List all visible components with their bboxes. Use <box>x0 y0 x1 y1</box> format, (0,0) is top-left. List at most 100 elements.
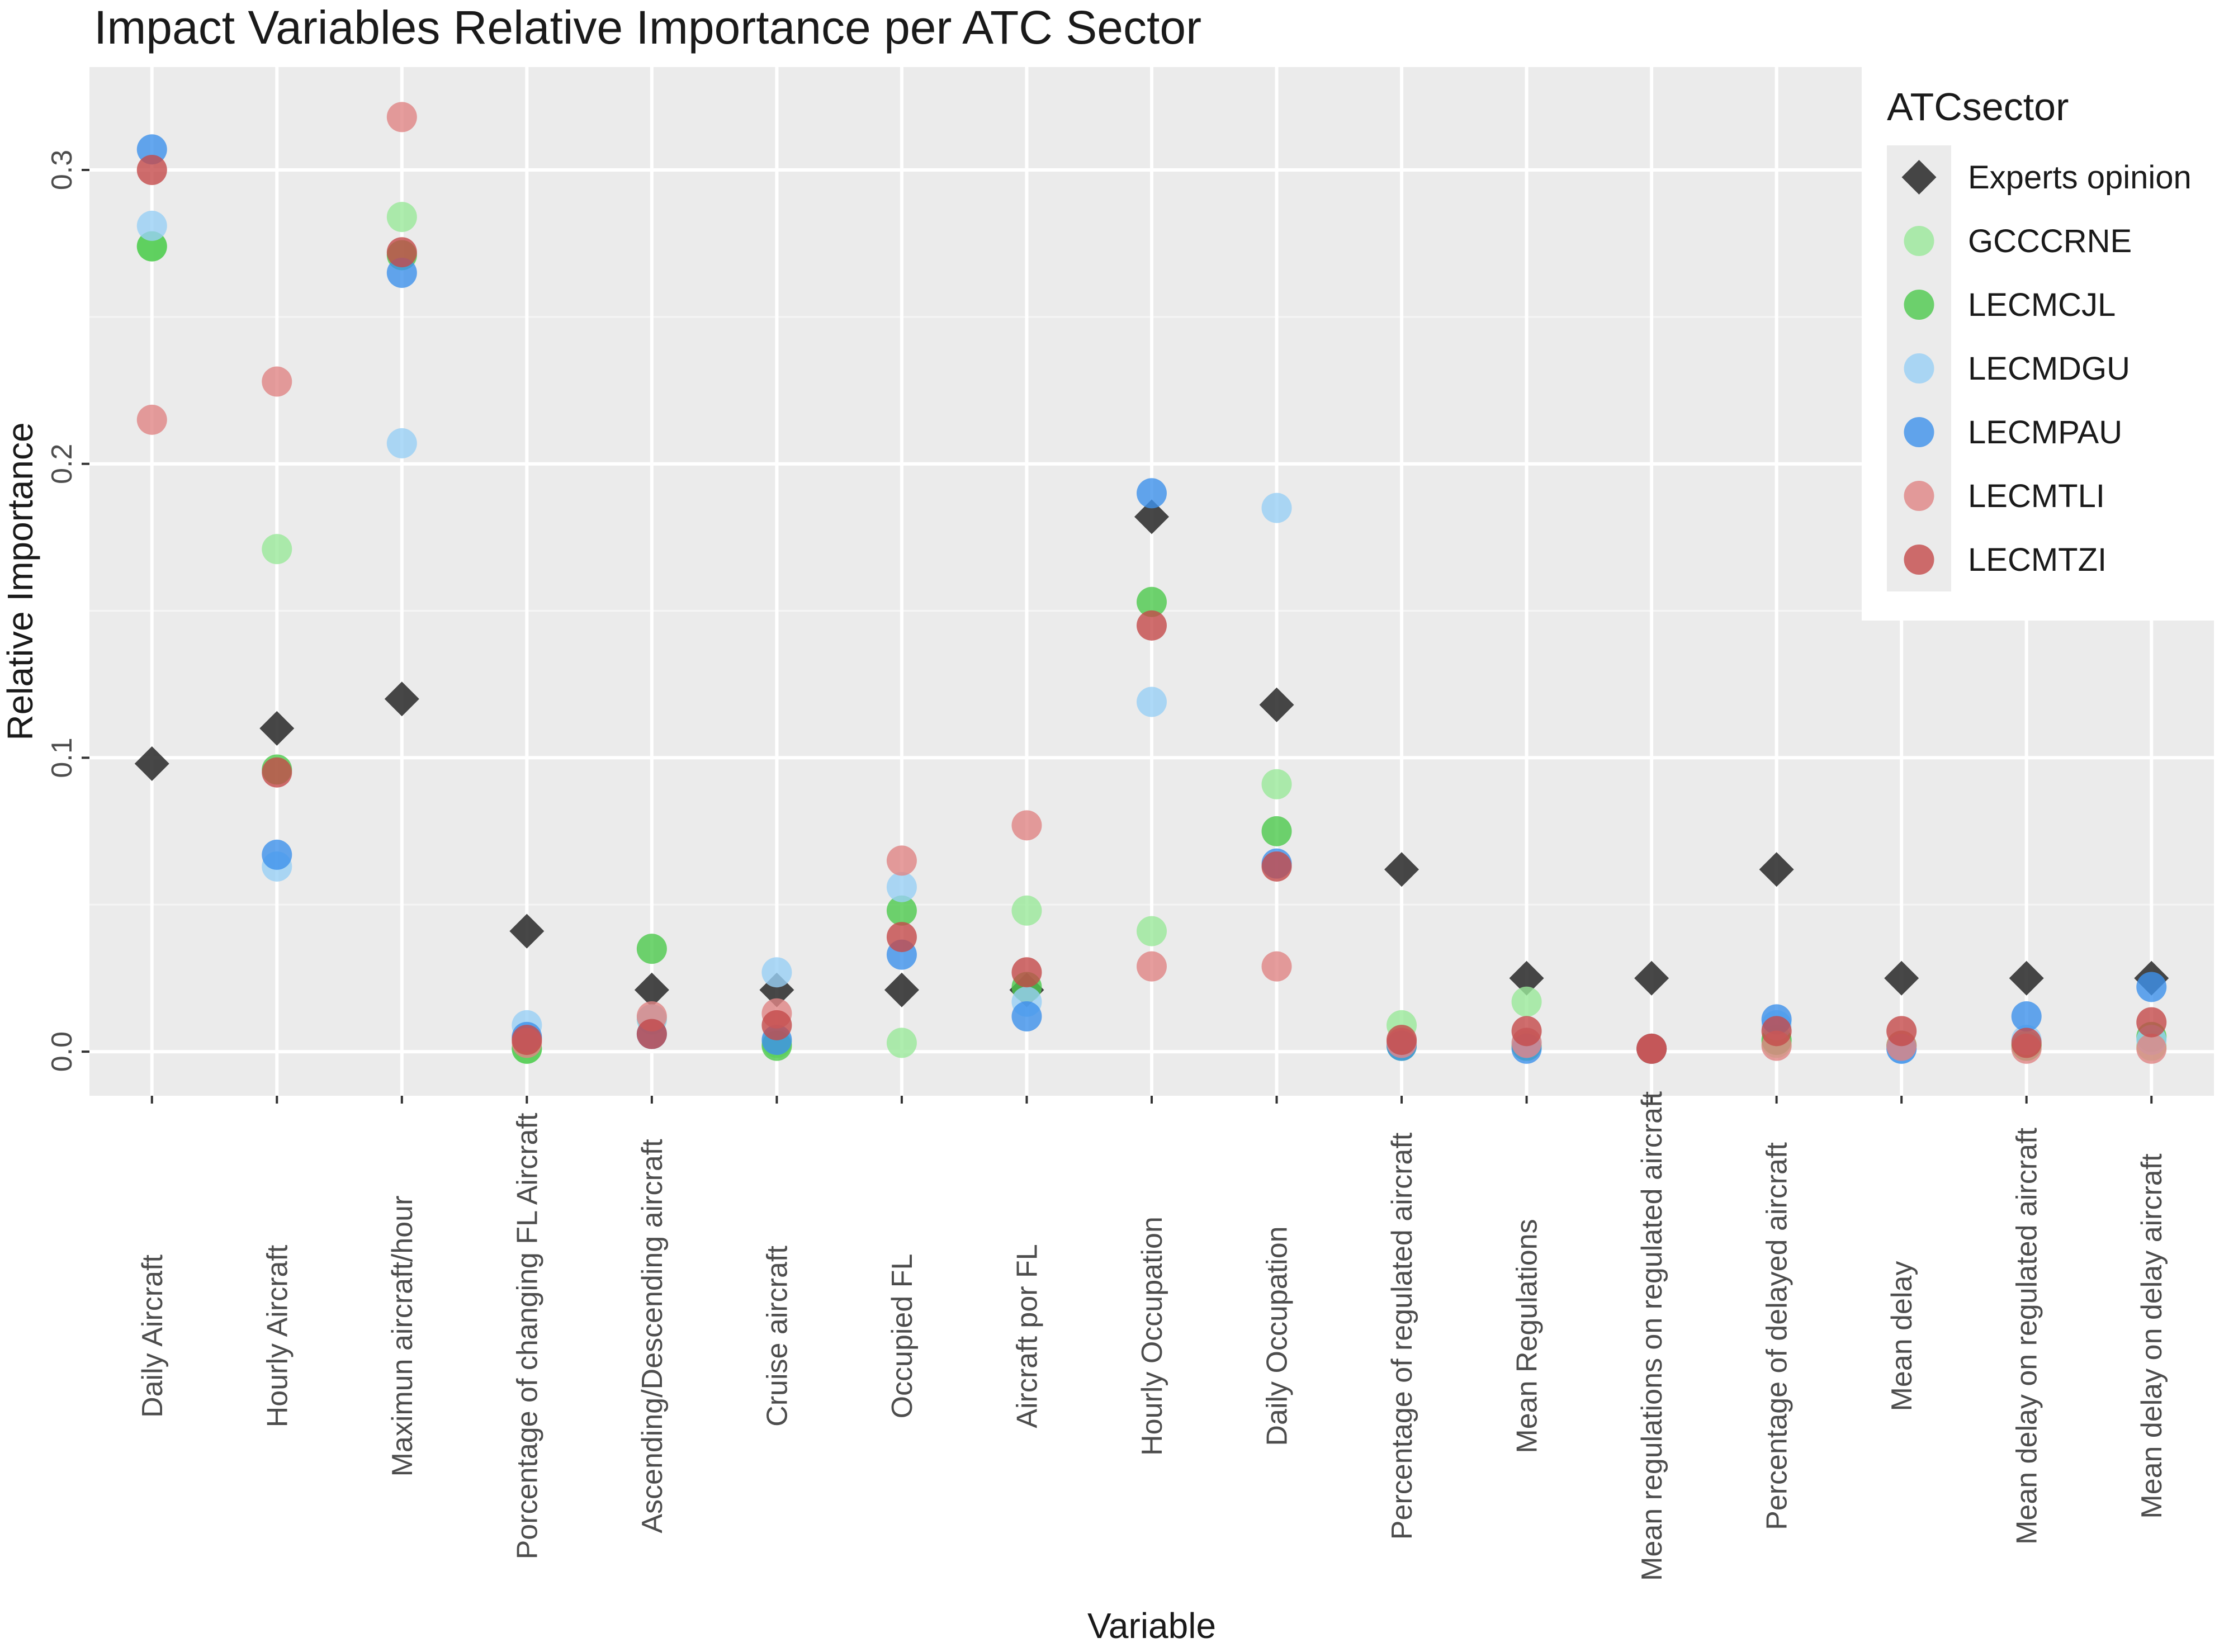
data-point <box>134 746 169 781</box>
data-point <box>636 934 667 964</box>
y-tick-label: 0.0 <box>46 1031 78 1072</box>
data-point <box>1511 986 1542 1017</box>
x-axis-title: Variable <box>1087 1606 1216 1646</box>
chart-title: Impact Variables Relative Importance per… <box>94 1 1201 54</box>
data-point <box>1011 895 1042 926</box>
x-tick-label: Aircraft por FL <box>1011 1244 1043 1428</box>
data-point <box>886 845 917 876</box>
data-point <box>1886 1016 1917 1047</box>
data-point <box>1261 816 1292 846</box>
data-point <box>886 922 917 953</box>
legend-label: LECMPAU <box>1968 414 2122 451</box>
data-point <box>1384 852 1419 887</box>
data-point <box>1011 957 1042 988</box>
x-tick-label: Porcentage of changing FL Aircraft <box>511 1113 543 1559</box>
data-point <box>1137 916 1167 946</box>
data-point <box>1011 1001 1042 1032</box>
data-point <box>1261 851 1292 882</box>
data-point <box>136 404 167 435</box>
legend-key-symbol <box>1904 290 1934 320</box>
data-point <box>262 757 292 788</box>
data-point <box>634 972 669 1007</box>
y-tick-label: 0.2 <box>46 444 78 484</box>
legend-label: LECMTZI <box>1968 542 2107 578</box>
data-point <box>2011 1028 2042 1058</box>
data-point <box>2011 1001 2042 1032</box>
data-point <box>2136 1007 2167 1038</box>
x-tick-label: Ascending/Descending aircraft <box>636 1139 669 1533</box>
legend-label: GCCCRNE <box>1968 223 2132 259</box>
x-tick-label: Percentage of delayed aircraft <box>1761 1142 1794 1530</box>
legend-key-symbol <box>1904 353 1934 384</box>
data-point <box>262 839 292 870</box>
data-point <box>1259 687 1294 722</box>
x-tick-label: Mean regulations on regulated aircraft <box>1636 1091 1668 1581</box>
data-point <box>1636 1033 1667 1064</box>
data-point <box>136 210 167 241</box>
data-point <box>886 895 917 926</box>
data-point <box>1884 960 1919 996</box>
y-tick-label: 0.1 <box>46 737 78 778</box>
x-tick-label: Mean delay on delay aircraft <box>2136 1153 2168 1519</box>
data-point <box>1509 960 1544 996</box>
data-point <box>1387 1025 1417 1055</box>
legend: ATCsector Experts opinion GCCCRNE LECMCJL L… <box>1862 67 2214 621</box>
legend-label: LECMTLI <box>1968 478 2105 514</box>
data-point <box>512 1025 542 1055</box>
data-point <box>1137 687 1167 717</box>
legend-key-symbol <box>1904 545 1934 575</box>
data-point <box>1261 493 1292 523</box>
data-point <box>2136 972 2167 1002</box>
grid-layer <box>89 67 2214 1096</box>
data-point <box>386 428 417 458</box>
x-tick-label: Mean Regulations <box>1511 1219 1544 1453</box>
legend-key-symbol <box>1901 160 1937 195</box>
data-point <box>136 155 167 185</box>
legend-title: ATCsector <box>1887 85 2069 129</box>
data-point <box>1759 852 1794 887</box>
data-point <box>884 972 919 1007</box>
data-point <box>1511 1016 1542 1047</box>
data-point <box>761 957 792 988</box>
x-tick-label: Cruise aircraft <box>761 1246 793 1427</box>
data-point <box>259 711 295 746</box>
x-tick-label: Mean delay <box>1886 1261 1918 1412</box>
axis-layer: 0.0 0.1 0.2 0.3 Daily Aircraft Hourly Aircraf… <box>46 150 2168 1581</box>
data-point <box>1137 951 1167 982</box>
legend-key-symbol <box>1904 417 1934 447</box>
data-point <box>386 237 417 268</box>
data-point <box>1761 1016 1792 1047</box>
y-axis-title: Relative Importance <box>0 422 40 740</box>
legend-label: LECMDGU <box>1968 351 2130 387</box>
data-point <box>1634 960 1669 996</box>
data-point <box>1134 499 1169 534</box>
data-point <box>386 202 417 233</box>
x-tick-label: Hourly Aircraft <box>261 1244 294 1427</box>
x-tick-label: Daily Occupation <box>1261 1226 1294 1446</box>
data-point <box>2009 960 2044 996</box>
data-point <box>886 872 917 902</box>
y-tick-label: 0.3 <box>46 150 78 190</box>
data-point <box>1137 586 1167 617</box>
data-point <box>386 102 417 132</box>
legend-key-symbol <box>1904 481 1934 511</box>
x-tick-label: Occupied FL <box>886 1254 919 1419</box>
data-point <box>1137 478 1167 509</box>
data-point <box>384 681 419 717</box>
data-point <box>262 366 292 397</box>
data-point <box>1261 769 1292 799</box>
legend-label: LECMCJL <box>1968 287 2116 323</box>
legend-key-symbol <box>1904 226 1934 256</box>
data-point <box>2136 1033 2167 1064</box>
x-tick-label: Percentage of regulated aircraft <box>1386 1132 1418 1540</box>
x-tick-label: Maximun aircraft/hour <box>386 1196 419 1477</box>
data-point <box>1137 610 1167 641</box>
data-point <box>509 913 545 949</box>
points-layer <box>134 102 2169 1064</box>
data-point <box>886 1028 917 1058</box>
x-tick-label: Daily Aircraft <box>136 1255 169 1418</box>
data-point <box>262 534 292 565</box>
data-point <box>1261 951 1292 982</box>
legend-label: Experts opinion <box>1968 159 2192 196</box>
